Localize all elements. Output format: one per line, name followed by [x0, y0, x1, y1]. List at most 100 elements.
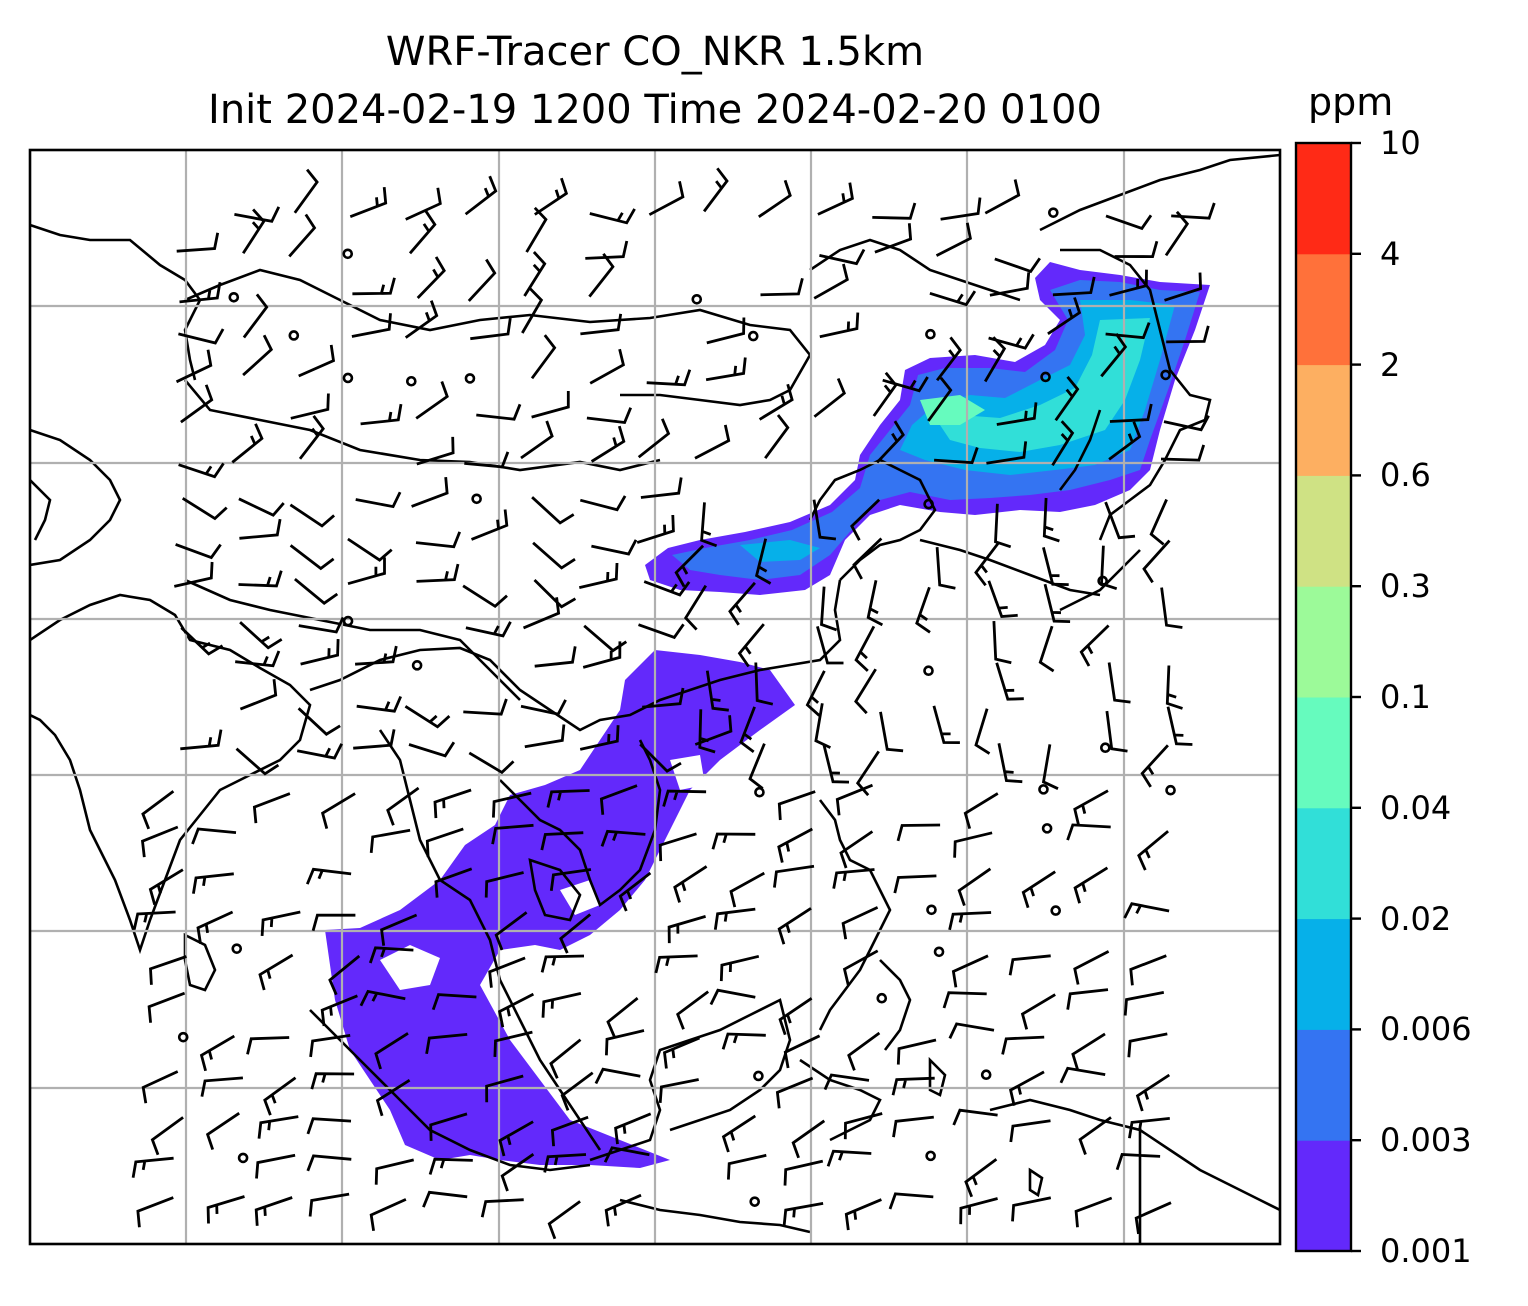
wind-barb	[721, 1114, 757, 1153]
wind-barb	[289, 544, 335, 571]
wind-barb	[948, 911, 992, 931]
wind-barb	[891, 1076, 935, 1096]
wind-barb	[964, 1158, 998, 1198]
wind-barb	[935, 547, 956, 590]
wind-barb	[705, 670, 729, 712]
calm-wind-marker	[925, 328, 936, 340]
wind-barb	[360, 403, 403, 426]
calm-wind-marker	[923, 498, 934, 510]
wind-barb	[531, 391, 570, 419]
wind-barb	[294, 578, 339, 605]
wind-barb	[605, 1029, 645, 1056]
wind-barb	[355, 645, 398, 666]
wind-barb	[782, 1202, 824, 1227]
wind-barb	[239, 679, 278, 711]
wind-barb	[543, 1153, 587, 1173]
wind-barb	[355, 491, 402, 509]
wind-barb	[1140, 744, 1169, 788]
wind-barb	[1021, 870, 1056, 909]
wind-barb	[235, 747, 280, 776]
wind-barb	[676, 990, 710, 1030]
calm-wind-marker	[1100, 742, 1111, 754]
wind-barb	[760, 277, 804, 297]
wind-barb	[844, 1198, 882, 1231]
wind-barb	[480, 1198, 524, 1218]
wind-barb	[854, 668, 877, 715]
wind-barb	[673, 865, 708, 903]
wind-barb	[1038, 625, 1055, 673]
wind-barb	[404, 705, 451, 729]
colorbar-segment	[1296, 364, 1351, 476]
calm-wind-marker	[1040, 371, 1051, 383]
wind-barb	[520, 699, 567, 716]
wind-barb	[252, 792, 291, 824]
wind-barb	[1073, 789, 1109, 826]
wind-barb	[1047, 297, 1082, 335]
wind-barb	[1114, 240, 1159, 259]
wind-barb	[748, 743, 766, 790]
wind-barb	[614, 1112, 652, 1145]
colorbar	[1294, 141, 1361, 1253]
wind-barb	[820, 586, 838, 632]
wind-barb	[347, 557, 386, 586]
wind-barb	[525, 206, 548, 253]
wind-barb	[523, 251, 547, 297]
wind-barb	[498, 1120, 534, 1157]
wind-barb	[1011, 1196, 1052, 1222]
wind-barb	[927, 376, 953, 422]
wind-barb	[1043, 583, 1071, 623]
wind-barb	[531, 496, 575, 525]
wind-barb	[942, 991, 987, 1009]
wind-barb	[721, 1032, 766, 1050]
wind-barb	[484, 871, 524, 898]
wind-barb	[298, 344, 336, 378]
wind-barb	[1149, 498, 1168, 546]
wind-barb	[428, 1157, 473, 1175]
wind-barb	[646, 369, 692, 387]
wind-barb	[351, 313, 392, 338]
wind-barb	[739, 706, 756, 754]
wind-barb	[404, 300, 439, 339]
wind-barb	[239, 621, 283, 650]
wind-barb	[1109, 269, 1148, 297]
wind-barb	[380, 913, 418, 946]
wind-barb	[524, 724, 566, 749]
wind-barb	[847, 1031, 881, 1071]
wind-barb	[288, 213, 317, 258]
wind-barb	[893, 874, 937, 894]
colorbar-segment	[1296, 475, 1351, 587]
wind-barb	[257, 1115, 299, 1139]
wind-barb	[764, 414, 790, 460]
wind-barb	[814, 703, 831, 749]
calm-wind-marker	[1050, 905, 1062, 916]
wind-barb	[940, 197, 982, 221]
wind-barb	[434, 867, 473, 898]
map-title-line1: WRF-Tracer CO_NKR 1.5km	[385, 29, 925, 75]
wind-barb	[989, 272, 1031, 297]
wind-barb	[180, 384, 214, 424]
wind-barb	[356, 695, 402, 713]
wind-barb	[368, 946, 414, 964]
wind-barb	[1171, 202, 1216, 220]
colorbar-tick-label: 0.3	[1380, 567, 1431, 606]
wind-barb	[175, 349, 213, 384]
wind-barb	[298, 616, 345, 634]
wind-barb	[425, 827, 464, 858]
wind-barb	[488, 956, 526, 988]
wind-barb	[347, 537, 393, 562]
wind-barb	[832, 868, 875, 889]
wind-barb	[533, 579, 577, 609]
colorbar-segment	[1296, 586, 1351, 698]
wind-barb	[719, 954, 760, 982]
wind-barb	[1105, 710, 1128, 753]
tracer-plume-south	[325, 650, 795, 1168]
wind-barb	[777, 827, 813, 863]
wind-barb	[604, 1193, 642, 1227]
wind-barb	[1127, 1032, 1168, 1058]
wind-barb	[494, 911, 528, 951]
wind-barb	[986, 441, 1028, 465]
wind-barb	[1071, 1032, 1106, 1071]
wind-barb	[1020, 993, 1056, 1030]
wind-barb	[559, 913, 592, 954]
wind-barb	[1163, 415, 1210, 432]
